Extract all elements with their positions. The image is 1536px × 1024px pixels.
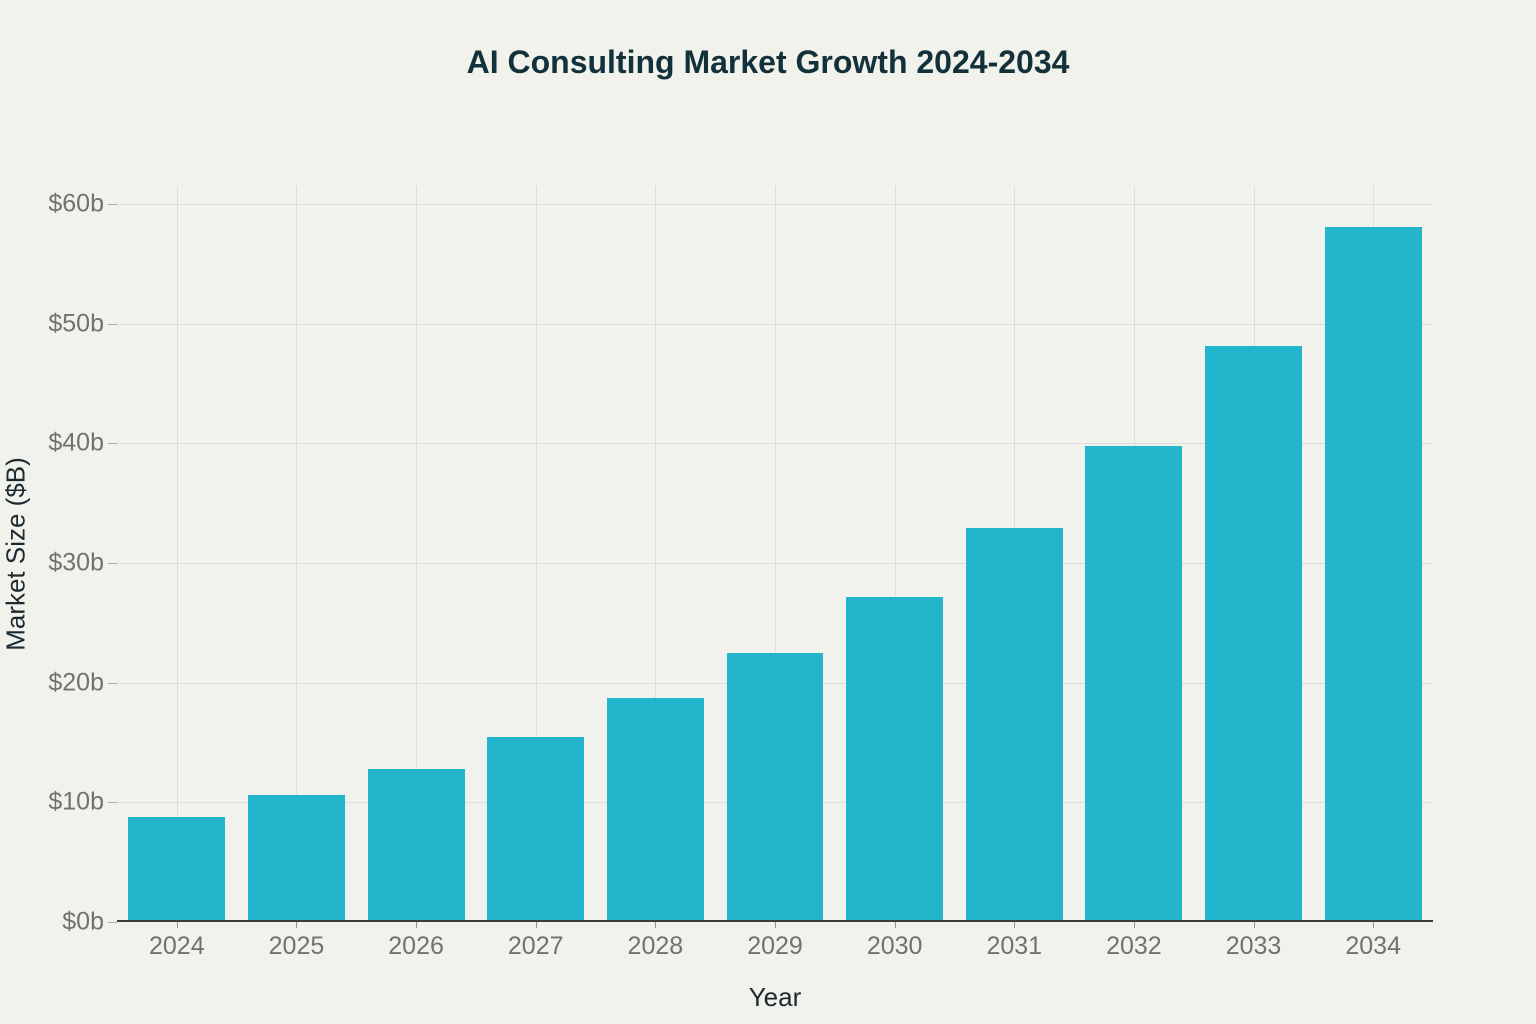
bar-2030 [846,596,944,922]
bar-2026 [367,768,465,922]
x-tick-label-2033: 2033 [1225,932,1282,960]
bar-2033 [1205,346,1302,922]
x-tick-mark-2029 [775,922,776,928]
x-tick-label-2031: 2031 [986,932,1043,960]
y-tick-mark-$30b [108,562,117,564]
x-tick-mark-2031 [1014,922,1016,928]
bar-2031 [965,528,1063,922]
x-tick-mark-2033 [1253,922,1255,928]
v-gridline-2024 [176,186,178,922]
v-gridline-2028 [655,186,657,922]
v-gridline-2026 [416,186,418,922]
x-tick-mark-2026 [416,922,418,928]
x-tick-label-2028: 2028 [627,932,684,960]
bar-2032 [1085,445,1183,922]
v-gridline-2027 [535,186,537,922]
x-tick-label-2024: 2024 [149,932,205,960]
x-tick-mark-2034 [1373,922,1375,928]
y-tick-mark-$40b [108,443,117,445]
v-gridline-2030 [894,186,896,922]
x-tick-label-2030: 2030 [866,932,923,960]
plot-area [108,186,1433,928]
bar-2029 [726,652,824,922]
x-axis-title: Year [748,982,802,1012]
x-tick-label-2034: 2034 [1345,932,1401,960]
x-tick-label-2026: 2026 [388,932,444,960]
bar-2034 [1324,226,1422,922]
y-tick-label-$40b: $40b [48,428,104,457]
x-axis-line [117,920,1433,922]
x-tick-mark-2024 [176,922,178,928]
y-tick-label-$50b: $50b [48,309,104,338]
y-tick-label-$60b: $60b [48,189,104,218]
bar-2025 [248,795,345,922]
x-tick-mark-2028 [655,922,657,928]
y-tick-label-$0b: $0b [62,907,104,936]
y-tick-mark-$10b [108,802,117,804]
x-tick-mark-2025 [296,922,298,928]
x-tick-label-2025: 2025 [268,932,325,960]
x-tick-mark-2027 [535,922,537,928]
chart-title: AI Consulting Market Growth 2024-2034 [466,44,1070,80]
x-tick-mark-2030 [894,922,896,928]
y-tick-label-$30b: $30b [48,548,104,577]
y-tick-label-$10b: $10b [48,787,104,816]
x-tick-label-2032: 2032 [1106,932,1162,960]
x-axis-tick-labels: 2024 2025 2026 2027 2028 2029 2030 2031 2032 2033… [117,932,1433,962]
bar-2024 [128,816,226,922]
y-tick-mark-$0b [108,922,117,923]
y-tick-mark-$50b [108,323,117,325]
y-tick-label-$20b: $20b [48,668,104,697]
y-axis-tick-labels: $0b $10b $20b $30b $40b $50b $60b [0,186,104,935]
y-tick-mark-$60b [108,203,117,205]
y-tick-mark-$20b [108,682,117,684]
v-gridline-2029 [775,186,776,922]
x-tick-label-2029: 2029 [747,932,803,960]
bar-2028 [606,698,704,922]
bar-2027 [487,736,585,922]
x-tick-mark-2032 [1133,922,1135,928]
v-gridline-2025 [296,186,298,922]
x-tick-label-2027: 2027 [507,932,564,960]
